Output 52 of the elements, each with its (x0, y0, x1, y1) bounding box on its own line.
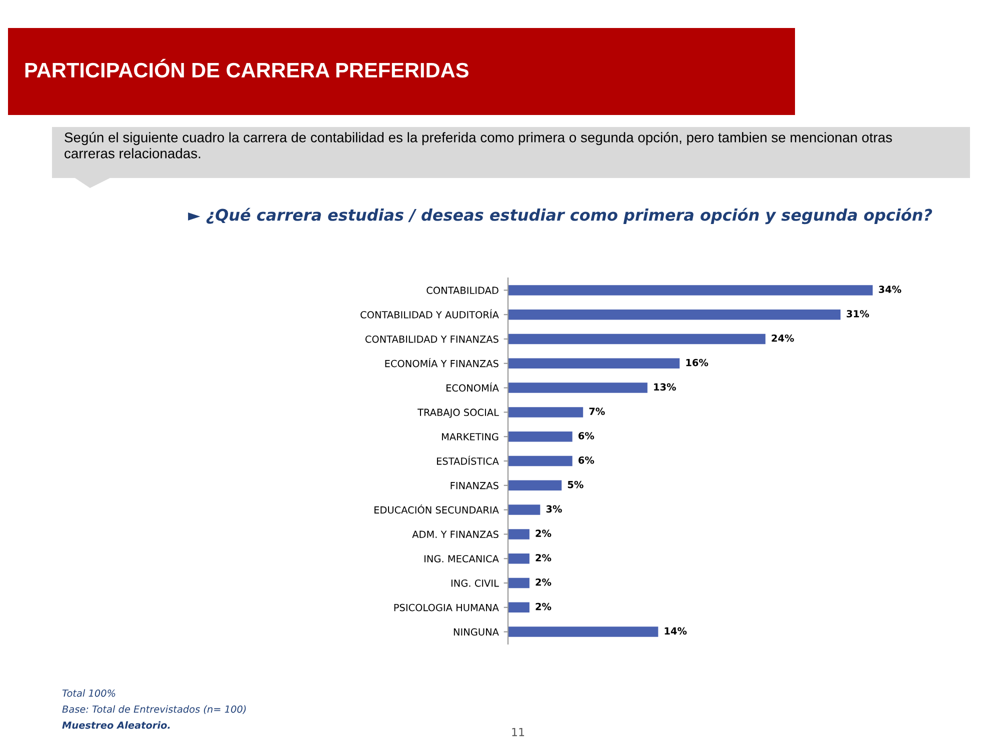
bar (508, 529, 530, 540)
bar (508, 626, 658, 637)
text: PARTICIPACIÓN DE CARRERA PREFERIDAS (25, 58, 468, 78)
bar (508, 578, 530, 588)
chart-subtitle: Según el siguiente cuadro la carrera de contabilidad es la preferida como primera o segunda opción, pero tambien se mencionan otras carreras relacionadas. (64, 132, 892, 158)
y-tick-label: EDUCACIÓN SECUNDARIA (374, 504, 499, 514)
data-label: 16% (686, 358, 708, 366)
data-label: 2% (536, 530, 552, 538)
data-label: 2% (536, 554, 552, 562)
y-tick-label: ADM. Y FINANZAS (412, 530, 498, 538)
y-tick-label: ECONOMÍA Y FINANZAS (385, 358, 498, 368)
data-label: 5% (568, 480, 584, 488)
text: Total 100% (62, 689, 116, 697)
text: 11 (512, 728, 524, 736)
y-tick-label: FINANZAS (450, 482, 498, 490)
bar (508, 382, 648, 393)
y-tick-label: ING. CIVIL (451, 579, 499, 587)
bar (508, 285, 873, 296)
y-tick-label: ING. MECANICA (424, 555, 499, 562)
bar (508, 602, 530, 613)
y-tick-label: CONTABILIDAD Y FINANZAS (365, 335, 498, 343)
text: Base: Total de Entrevistados (n= 100) (62, 705, 246, 714)
bar (508, 309, 841, 320)
bar (508, 334, 766, 344)
y-tick-label: ECONOMÍA (446, 382, 499, 392)
data-label: 14% (664, 627, 687, 635)
data-label: 24% (772, 334, 794, 342)
y-tick-label: TRABAJO SOCIAL (418, 408, 499, 418)
text: ► ¿Qué carrera estudias / deseas estudiar como primera opción y segunda opción? (188, 208, 932, 224)
data-label: 13% (654, 383, 676, 391)
bar (508, 456, 572, 466)
data-label: 6% (578, 456, 594, 464)
data-label: 34% (878, 286, 902, 294)
data-label: 6% (578, 432, 594, 440)
bar (508, 407, 584, 418)
y-tick-label: CONTABILIDAD Y AUDITORÍA (360, 309, 499, 318)
data-label: 31% (846, 310, 870, 318)
bar (508, 431, 572, 442)
y-tick-label: NINGUNA (454, 628, 499, 636)
data-label: 2% (536, 578, 552, 586)
y-tick-label: PSICOLOGIA HUMANA (394, 604, 499, 612)
bar (508, 553, 530, 564)
data-label: 7% (589, 408, 605, 416)
bar (508, 480, 562, 491)
y-tick-label: ESTADÍSTICA (437, 456, 499, 465)
bar (508, 504, 540, 515)
y-tick-label: CONTABILIDAD (426, 286, 498, 294)
data-label: 2% (536, 602, 552, 610)
data-label: 3% (546, 505, 562, 513)
bar (508, 358, 680, 369)
text: Muestreo Aleatorio. (62, 721, 170, 729)
y-tick-label: MARKETING (442, 433, 498, 440)
